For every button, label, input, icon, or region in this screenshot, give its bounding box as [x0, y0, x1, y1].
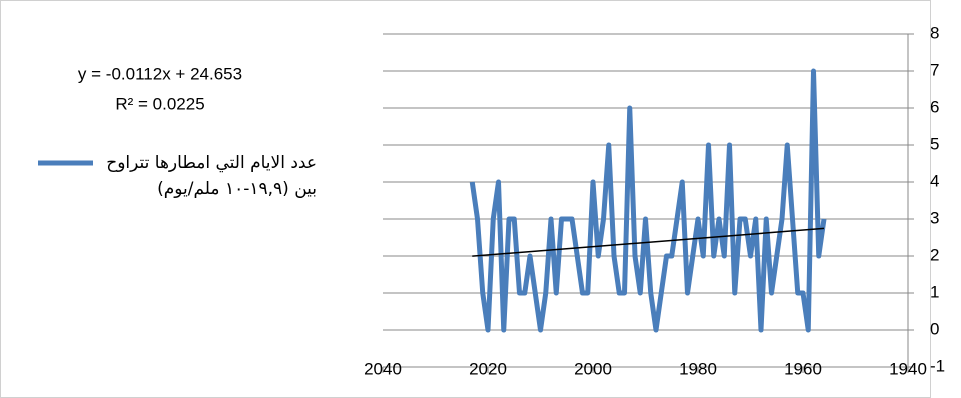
x-tick-label: 2040 — [364, 359, 402, 378]
x-tick-label: 2000 — [574, 359, 612, 378]
trendline — [472, 227, 825, 257]
data-line — [469, 68, 827, 333]
x-tick-label: 1980 — [679, 359, 717, 378]
legend-label: عدد الايام التي امطارها تتراوح بين (١٩,٩… — [106, 153, 317, 199]
trendline-r2: R² = 0.0225 — [115, 94, 204, 113]
x-tick-label: 2020 — [469, 359, 507, 378]
y-tick-label: 8 — [930, 23, 939, 42]
y-tick-label: 5 — [930, 134, 939, 153]
y-tick-label: 6 — [930, 97, 939, 116]
y-tick-label: 2 — [930, 245, 939, 264]
y-tick-label: 0 — [930, 319, 939, 338]
y-tick-label: 1 — [930, 282, 939, 301]
x-tick-label: 1960 — [784, 359, 822, 378]
y-tick-label: 7 — [930, 60, 939, 79]
trendline-equation: y = -0.0112x + 24.653 — [78, 64, 242, 83]
x-tick-label: 1940 — [889, 359, 927, 378]
y-tick-label: 4 — [930, 171, 939, 190]
y-tick-label: 3 — [930, 208, 939, 227]
y-tick-label: -1 — [930, 356, 945, 375]
